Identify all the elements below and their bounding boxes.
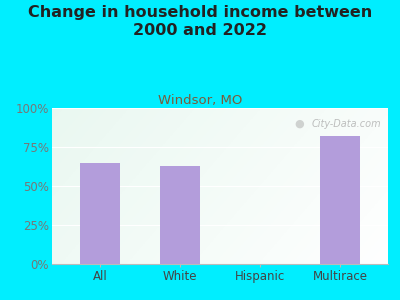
Bar [160,166,200,264]
Text: Change in household income between
2000 and 2022: Change in household income between 2000 … [28,4,372,38]
Bar [320,136,360,264]
Text: Windsor, MO: Windsor, MO [158,94,242,107]
Text: ●: ● [294,119,304,129]
Bar [80,163,120,264]
Text: City-Data.com: City-Data.com [312,119,381,129]
